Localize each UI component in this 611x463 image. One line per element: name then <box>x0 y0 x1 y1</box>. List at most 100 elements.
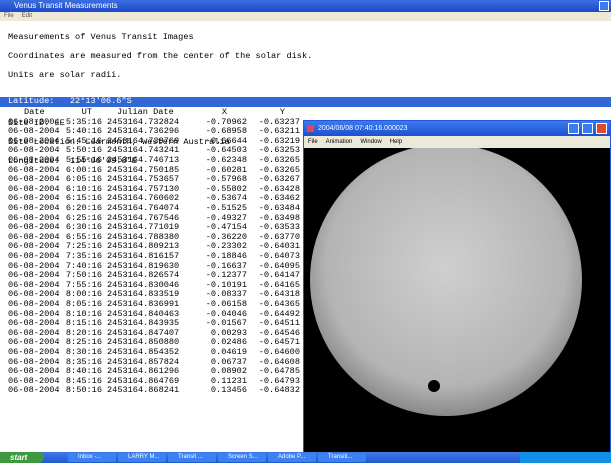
cell: 2453164.753657 <box>107 174 180 185</box>
taskbar-item[interactable]: Adobe P... <box>268 453 316 462</box>
cell: 06-08-2004 <box>8 385 60 396</box>
maximize-button[interactable] <box>582 123 593 134</box>
menu-item[interactable]: File <box>308 139 318 145</box>
menu-bar: File Edit <box>0 12 611 21</box>
cell: 06-08-2004 <box>8 375 60 386</box>
cell: -0.08337 <box>205 289 247 300</box>
cell: -0.64165 <box>258 279 300 290</box>
latitude: Latitude: 22°13'06.6"S <box>8 96 132 106</box>
cell: 2453164.857824 <box>107 356 180 367</box>
cell: 2453164.750185 <box>107 164 180 175</box>
menu-item[interactable]: Window <box>360 139 382 145</box>
cell: -0.64608 <box>258 356 300 367</box>
table-row: 06-08-2004 8:40:16 2453164.861296 0.08902 -0… <box>0 367 300 377</box>
cell: 06-08-2004 <box>8 155 60 165</box>
taskbar-item[interactable]: Transiti... <box>318 453 366 462</box>
cell: -0.01567 <box>205 318 247 329</box>
table-row: 06-08-2004 6:55:16 2453164.788380 -0.36220-… <box>0 232 300 243</box>
cell: 2453164.746713 <box>107 155 180 165</box>
menu-item[interactable]: Edit <box>21 13 33 19</box>
table-row: 06-08-2004 8:05:16 2453164.836991 -0.06158 -… <box>0 299 300 310</box>
table-row: 06-08-2004 8:15:16 2453164.843935 -0.01567-… <box>0 319 300 329</box>
cell: 2453164.864769 <box>107 375 180 386</box>
cell: 06-08-2004 <box>8 366 60 377</box>
cell: 2453164.850880 <box>107 337 180 348</box>
table-row: 06-08-2004 8:35:16 2453164.857824 0.06737 -0… <box>0 356 300 368</box>
longitude: Longitude: 114°06'09.8"E <box>8 156 137 167</box>
table-row: 06-08-2004 5:50:16 2453164.743241 -0.64503-… <box>0 146 300 156</box>
cell: 5:40:16 <box>65 126 102 137</box>
window-title: Venus Transit Measurements <box>14 1 118 10</box>
cell: 06-08-2004 <box>8 116 60 127</box>
cell: -0.64546 <box>258 327 300 338</box>
cell: -0.04046 <box>205 308 247 319</box>
table-row: 06-08-2004 8:25:16 2453164.850880 0.02486 -0… <box>0 338 300 348</box>
taskbar: start Inbox -... LARRY M... Transit ... Scr… <box>0 452 611 463</box>
minimize-button[interactable] <box>568 123 579 134</box>
cell: 2453164.809213 <box>107 241 180 252</box>
header-text: Measurements of Venus Transit Images Coo… <box>8 23 312 176</box>
cell: 0.06737 <box>210 356 247 367</box>
table-row: 06-08-2004 6:25:16 2453164.767546 -0.49327-… <box>0 212 300 224</box>
cell: 8:15:16 <box>65 318 102 329</box>
cell: 0.00293 <box>210 327 247 338</box>
taskbar-item[interactable]: Screen S... <box>218 453 266 462</box>
cell: -0.64492 <box>258 308 300 319</box>
cell: -0.63484 <box>258 203 300 213</box>
table-row: 06-08-2004 7:25:16 2453164.809213 -0.23302-… <box>0 242 300 252</box>
cell: 0.04619 <box>210 347 247 357</box>
cell: 6:10:16 <box>65 183 102 194</box>
cell: -0.63265 <box>258 155 300 165</box>
cell: 2453164.739769 <box>107 135 180 146</box>
cell: 5:45:16 <box>65 135 102 146</box>
cell: 6:15:16 <box>65 193 102 204</box>
venus <box>428 380 440 392</box>
cell: 2453164.847407 <box>107 327 180 338</box>
taskbar-item[interactable]: Inbox -... <box>68 453 116 462</box>
cell: 2453164.760602 <box>107 193 180 204</box>
cell: -0.63253 <box>258 145 300 156</box>
cell: 06-08-2004 <box>8 327 60 338</box>
close-button[interactable] <box>596 123 607 134</box>
menu-item[interactable]: File <box>4 13 14 19</box>
cell: 06-08-2004 <box>8 347 60 357</box>
cell: -0.64365 <box>258 299 300 309</box>
cell: 06-08-2004 <box>8 222 60 233</box>
cell: 6:20:16 <box>65 203 102 213</box>
cell: -0.66644 <box>205 135 247 146</box>
cell: 7:55:16 <box>65 279 102 290</box>
cell: 6:05:16 <box>65 174 102 185</box>
cell: 06-08-2004 <box>8 193 60 204</box>
cell: 06-08-2004 <box>8 183 60 194</box>
cell: 2453164.868241 <box>107 385 180 396</box>
cell: 7:25:16 <box>65 241 102 252</box>
table-row: 06-08-2004 5:55:16 2453164.746713 -0.62348 -… <box>0 155 300 166</box>
system-tray <box>520 452 611 463</box>
cell: -0.63211 <box>258 126 300 137</box>
start-button[interactable]: start <box>0 452 44 463</box>
cell: -0.55802 <box>205 183 247 194</box>
taskbar-item[interactable]: Transit ... <box>168 453 216 462</box>
column-name: UT <box>81 107 92 117</box>
cell: 8:30:16 <box>65 347 102 357</box>
taskbar-item[interactable]: LARRY M... <box>118 453 166 462</box>
cell: 8:00:16 <box>65 289 102 300</box>
minimize-button[interactable] <box>599 1 609 11</box>
table-row: 06-08-2004 8:00:16 2453164.833519 -0.08337-… <box>0 290 300 300</box>
site-location: Site Location: Learmonth, Western Austra… <box>8 136 230 147</box>
column-header: Date UT Julian Date X Y <box>0 107 300 118</box>
header-line: Measurements of Venus Transit Images <box>8 31 194 42</box>
cell: -0.63498 <box>258 212 300 223</box>
menu-item[interactable]: Animation <box>325 139 353 145</box>
menu-item[interactable]: Help <box>389 139 403 145</box>
table-row: 06-08-2004 6:30:16 2453164.771019 -0.47154-… <box>0 223 300 233</box>
cell: 06-08-2004 <box>8 174 60 185</box>
table-row: 06-08-2004 6:20:16 2453164.764074 -0.51525 -… <box>0 203 300 214</box>
cell: 5:35:16 <box>65 116 102 127</box>
table-row: 06-08-2004 8:30:16 2453164.854352 0.04619 -0… <box>0 347 300 358</box>
cell: -0.64031 <box>258 241 300 252</box>
table-row: 06-08-2004 7:50:16 2453164.826574 -0.12377-… <box>0 271 300 281</box>
cell: 5:55:16 <box>65 155 102 165</box>
cell: 06-08-2004 <box>8 135 60 146</box>
table-row: 06-08-2004 8:45:16 2453164.864769 0.11231 -0… <box>0 375 300 387</box>
